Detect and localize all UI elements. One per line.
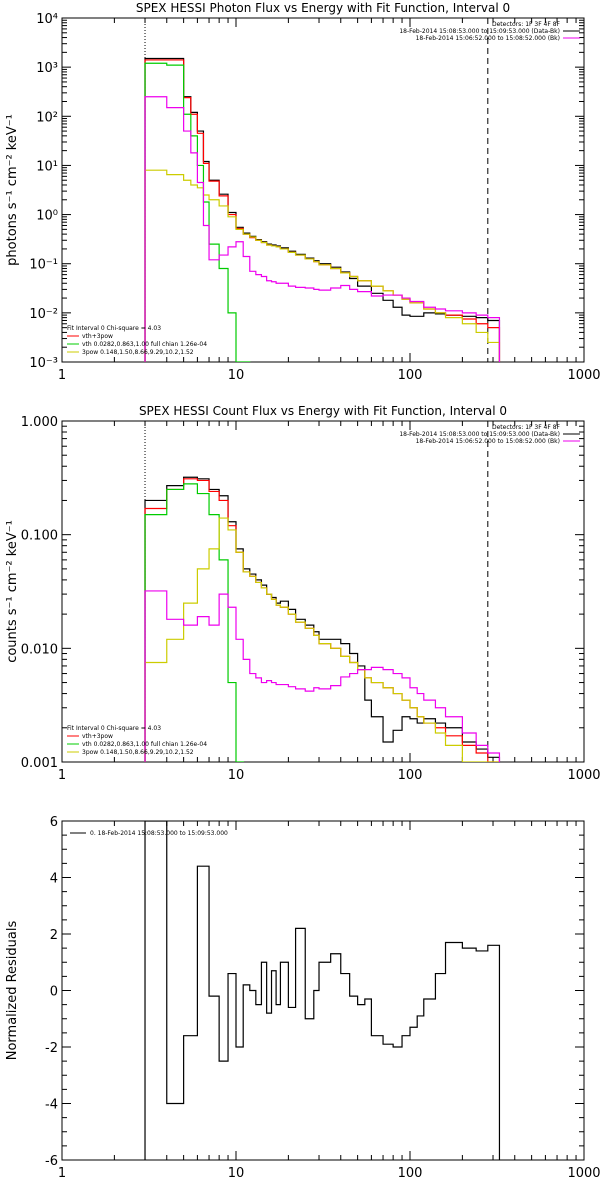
y-axis-label: photons s⁻¹ cm⁻² keV⁻¹ bbox=[5, 114, 20, 266]
header-line-0: Detectors: 1F 3F 4F 8F bbox=[492, 21, 561, 28]
y-tick-label: 0.010 bbox=[21, 642, 58, 657]
legend-label: vth+3pow bbox=[82, 733, 113, 740]
y-tick-label: 2 bbox=[50, 928, 58, 943]
y-axis-label: Normalized Residuals bbox=[5, 921, 20, 1061]
header-line-2: 18-Feb-2014 15:06:52.000 to 15:08:52.000… bbox=[416, 438, 560, 445]
y-tick-label: 1.000 bbox=[21, 415, 58, 430]
y-tick-label: 10⁴ bbox=[36, 12, 58, 27]
y-tick-label: 10⁰ bbox=[36, 209, 58, 224]
y-tick-label: 10² bbox=[36, 110, 58, 125]
y-tick-label: -4 bbox=[45, 1098, 58, 1113]
x-tick-label: 100 bbox=[398, 768, 423, 783]
legend-header: Fit Interval 0 Chi-square = 4.03 bbox=[67, 325, 161, 332]
legend-label: 3pow 0.148,1.50,8.66,9.29,10.2,1.52 bbox=[82, 749, 194, 756]
y-tick-label: 10¹ bbox=[36, 159, 58, 174]
y-axis-label: counts s⁻¹ cm⁻² keV⁻¹ bbox=[5, 520, 20, 663]
series-vth-3pow-line bbox=[144, 478, 500, 762]
plot-frame bbox=[61, 17, 585, 363]
series-bk-line bbox=[144, 590, 501, 762]
legend-label: vth 0.0282,0.863,1.00 full chian 1.26e-0… bbox=[82, 341, 207, 348]
series-bk-line bbox=[144, 96, 501, 362]
x-tick-label: 100 bbox=[398, 368, 423, 383]
x-tick-label: 100 bbox=[398, 1166, 423, 1181]
chart-panel-1: SPEX HESSI Count Flux vs Energy with Fit… bbox=[5, 404, 600, 783]
legend-label: 3pow 0.148,1.50,8.66,9.29,10.2,1.52 bbox=[82, 349, 194, 356]
x-tick-label: 1000 bbox=[567, 1166, 600, 1181]
y-tick-label: -2 bbox=[45, 1041, 58, 1056]
series-3pow-line bbox=[144, 169, 501, 362]
series-3pow-line bbox=[144, 517, 500, 762]
header-line-2: 18-Feb-2014 15:06:52.000 to 15:08:52.000… bbox=[416, 35, 560, 42]
header-line-1: 18-Feb-2014 15:08:53.000 to 15:09:53.000… bbox=[399, 431, 560, 438]
legend-label: 0. 18-Feb-2014 15:08:53.000 to 15:09:53.… bbox=[90, 830, 228, 837]
chart-title: SPEX HESSI Photon Flux vs Energy with Fi… bbox=[136, 1, 510, 15]
plot-frame bbox=[61, 820, 585, 1161]
y-tick-label: 10⁻¹ bbox=[29, 258, 58, 273]
plot-frame bbox=[61, 420, 585, 763]
y-tick-label: -6 bbox=[45, 1154, 58, 1169]
chart-panel-0: SPEX HESSI Photon Flux vs Energy with Fi… bbox=[5, 1, 600, 383]
x-tick-label: 10 bbox=[228, 1166, 245, 1181]
y-tick-label: 10⁻² bbox=[29, 307, 58, 322]
y-tick-label: 0.100 bbox=[21, 529, 58, 544]
legend-label: vth+3pow bbox=[82, 333, 113, 340]
legend-header: Fit Interval 0 Chi-square = 4.03 bbox=[67, 725, 161, 732]
series-vth-3pow-line bbox=[144, 59, 501, 362]
x-tick-label: 10 bbox=[228, 368, 245, 383]
header-line-1: 18-Feb-2014 15:08:53.000 to 15:09:53.000… bbox=[399, 28, 560, 35]
chart-panel-2: 1 10 100 1000 -6 -4 -2 0 2 4 6 Normalized Residuals… bbox=[5, 815, 600, 1181]
x-tick-label: 1 bbox=[58, 768, 66, 783]
y-tick-label: 10⁻³ bbox=[29, 356, 58, 371]
x-tick-label: 1 bbox=[58, 1166, 66, 1181]
series-data-bk-line bbox=[144, 57, 501, 362]
y-tick-label: 0 bbox=[50, 985, 58, 1000]
x-tick-label: 1000 bbox=[567, 368, 600, 383]
y-tick-label: 0.001 bbox=[21, 756, 58, 771]
x-tick-label: 1 bbox=[58, 368, 66, 383]
header-line-0: Detectors: 1F 3F 4F 8F bbox=[492, 424, 561, 431]
chart-title: SPEX HESSI Count Flux vs Energy with Fit… bbox=[139, 404, 507, 418]
y-tick-label: 6 bbox=[50, 815, 58, 830]
x-tick-label: 10 bbox=[228, 768, 245, 783]
y-tick-label: 10³ bbox=[36, 61, 58, 76]
x-tick-label: 1000 bbox=[567, 768, 600, 783]
series-0-18-feb-2014-15-08-53-000-to--line bbox=[144, 821, 501, 1160]
y-tick-label: 4 bbox=[50, 872, 58, 887]
legend-label: vth 0.0282,0.863,1.00 full chian 1.26e-0… bbox=[82, 741, 207, 748]
series-vth-line bbox=[144, 483, 244, 762]
series-data-bk-line bbox=[144, 476, 501, 762]
